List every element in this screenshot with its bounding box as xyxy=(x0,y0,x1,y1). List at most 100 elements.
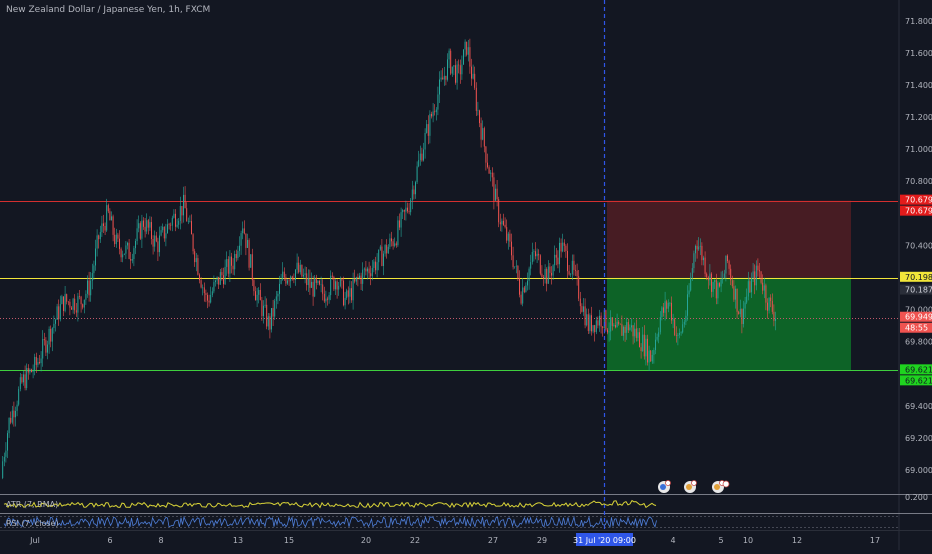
candle-body xyxy=(677,334,679,336)
candle-body xyxy=(309,278,311,288)
candle-body xyxy=(653,350,655,355)
rsi-line xyxy=(3,515,657,529)
candle-body xyxy=(514,266,516,268)
candle-body xyxy=(602,326,604,329)
candle-body xyxy=(368,268,370,274)
candle-body xyxy=(98,235,100,240)
candle-body xyxy=(598,315,600,326)
price-tick-label: 70.800 xyxy=(905,177,932,186)
candle-body xyxy=(283,271,285,278)
candle-body xyxy=(290,276,292,282)
candle-body xyxy=(442,77,444,80)
candle-body xyxy=(581,306,583,312)
candle-body xyxy=(381,246,383,266)
atr-indicator-label[interactable]: ATR (7, RMA) xyxy=(6,500,59,509)
price-label-text: 48:55 xyxy=(905,324,928,333)
flag-event-icon[interactable] xyxy=(684,480,697,494)
candle-body xyxy=(227,259,229,274)
rsi-indicator-label[interactable]: RSI (7, close) xyxy=(6,519,59,528)
candle-body xyxy=(331,275,333,277)
candle-body xyxy=(205,293,207,295)
candle-body xyxy=(669,302,671,304)
candle-body xyxy=(106,205,108,231)
event-icon-badge xyxy=(722,480,730,488)
candle-body xyxy=(110,216,112,221)
candle-body xyxy=(256,294,258,301)
candle-body xyxy=(547,266,549,284)
flag-event-icon[interactable] xyxy=(712,480,725,494)
candle-body xyxy=(243,228,245,234)
time-tick-label: 6 xyxy=(107,536,112,545)
candle-body xyxy=(67,301,69,303)
price-label-tag xyxy=(900,284,932,295)
candle-body xyxy=(422,149,424,161)
candle-body xyxy=(478,110,480,124)
candle-body xyxy=(485,146,487,163)
candle-body xyxy=(494,188,496,201)
candle-body xyxy=(710,273,712,292)
candle-body xyxy=(533,251,535,253)
candle-body xyxy=(554,254,556,266)
candle-body xyxy=(421,153,423,161)
candle-body xyxy=(395,243,397,246)
candle-body xyxy=(734,288,736,300)
price-label-tag xyxy=(900,375,932,386)
price-label-tag xyxy=(900,364,932,375)
candle-body xyxy=(646,338,648,363)
price-label-tag xyxy=(900,194,932,205)
candle-body xyxy=(86,280,88,294)
candle-body xyxy=(648,350,650,363)
candle-body xyxy=(298,262,300,273)
candle-body xyxy=(458,64,460,66)
candle-body xyxy=(229,256,231,274)
candle-body xyxy=(400,212,402,228)
candle-body xyxy=(262,305,264,317)
candle-body xyxy=(459,65,461,75)
candle-body xyxy=(539,255,541,274)
candle-body xyxy=(774,318,776,321)
candle-body xyxy=(277,293,279,297)
candle-body xyxy=(178,220,180,225)
candle-body xyxy=(584,306,586,326)
candle-body xyxy=(560,242,562,252)
candle-body xyxy=(341,278,343,281)
candle-body xyxy=(112,216,114,235)
candle-body xyxy=(58,306,60,320)
candle-body xyxy=(474,73,476,88)
candle-body xyxy=(571,260,573,275)
candle-body xyxy=(472,73,474,79)
candle-body xyxy=(637,332,639,338)
candle-body xyxy=(741,309,743,325)
candle-body xyxy=(149,222,151,228)
candle-body xyxy=(22,374,24,383)
candle-body xyxy=(21,377,23,383)
candle-body xyxy=(48,328,50,345)
candle-body xyxy=(608,331,610,333)
candle-body xyxy=(362,269,364,284)
time-tick-label: 4 xyxy=(670,536,675,545)
candle-body xyxy=(594,325,596,333)
candle-body xyxy=(702,257,704,261)
candle-body xyxy=(589,315,591,331)
flag-event-icon[interactable] xyxy=(658,480,671,494)
candle-body xyxy=(14,410,16,418)
time-tick-label: 27 xyxy=(488,536,498,545)
candle-body xyxy=(592,325,594,332)
price-tick-label: 71.800 xyxy=(905,17,932,26)
price-label-text: 70.679 xyxy=(905,207,932,216)
candle-body xyxy=(470,66,472,79)
candle-body xyxy=(582,306,584,312)
candle-body xyxy=(366,268,368,272)
candle-body xyxy=(213,282,215,292)
candle-body xyxy=(163,226,165,239)
candle-body xyxy=(730,268,732,281)
candle-body xyxy=(245,233,247,248)
candle-body xyxy=(293,279,295,281)
candle-body xyxy=(520,294,522,304)
candle-body xyxy=(486,162,488,168)
candle-body xyxy=(5,450,7,457)
candle-body xyxy=(174,213,176,227)
candle-body xyxy=(96,235,98,249)
